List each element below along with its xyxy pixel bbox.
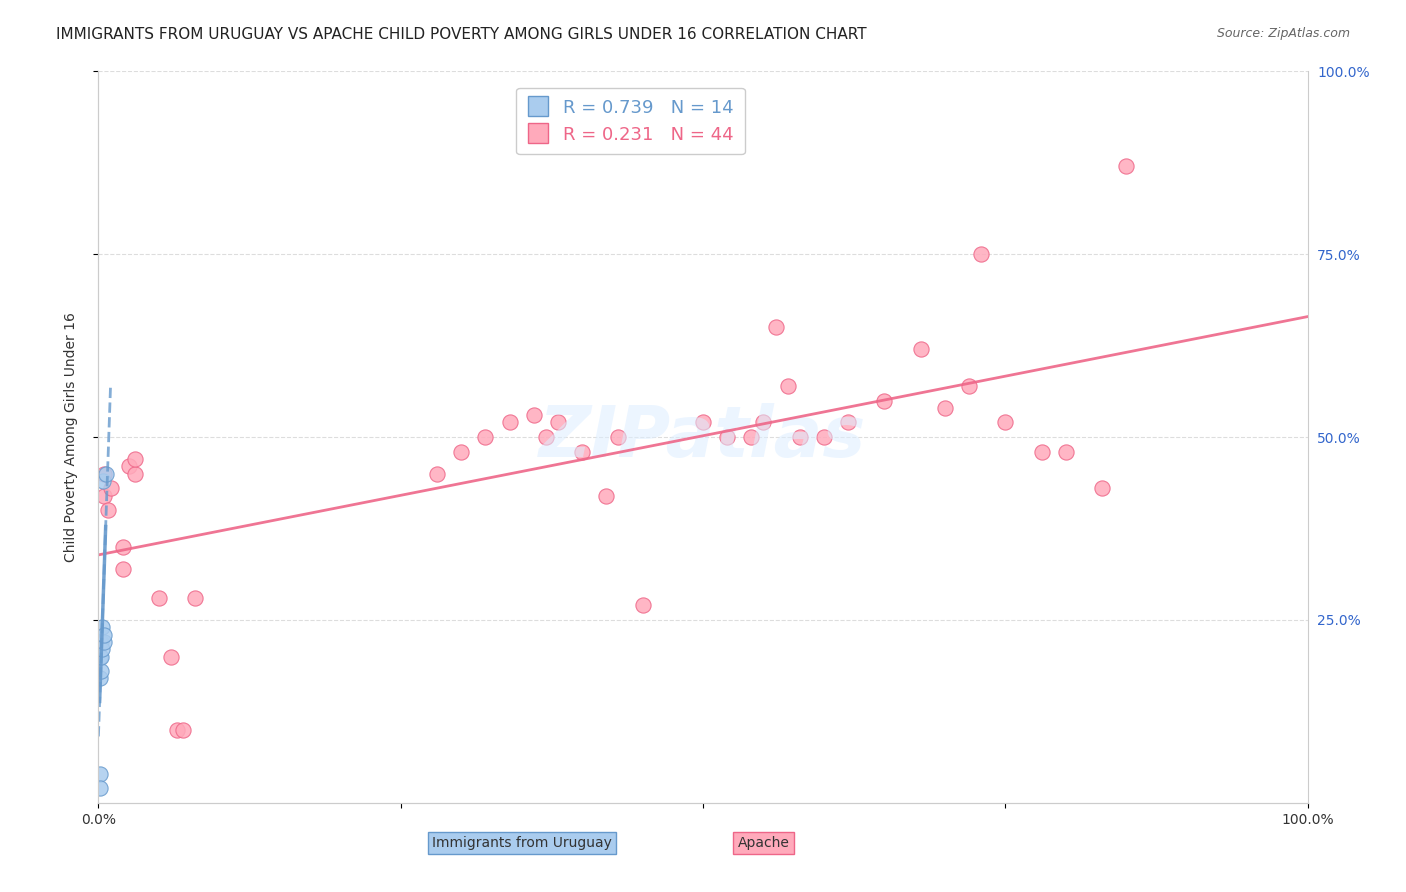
Point (118, 459, 141, 474)
Point (93, 635, 115, 649)
Point (148, 591, 170, 605)
Point (957, 379, 980, 393)
Point (752, 416, 775, 430)
Point (740, 430, 762, 444)
Point (523, 408, 546, 422)
Point (1031, 444, 1053, 458)
Point (426, 467, 449, 481)
Point (184, 591, 207, 605)
Point (89, 672, 111, 686)
Point (89, 766, 111, 780)
Point (1115, 160, 1137, 174)
Point (994, 416, 1017, 430)
Point (692, 416, 714, 430)
Point (1054, 444, 1077, 458)
Point (716, 430, 738, 444)
Point (111, 540, 134, 554)
Point (100, 481, 122, 495)
Point (111, 562, 134, 576)
Text: Apache: Apache (738, 836, 789, 850)
Text: ZIPatlas: ZIPatlas (540, 402, 866, 472)
Point (91, 474, 114, 488)
Point (450, 444, 472, 458)
Point (97, 503, 120, 517)
Text: Source: ZipAtlas.com: Source: ZipAtlas.com (1216, 27, 1350, 40)
Point (91, 642, 114, 657)
Point (93, 627, 115, 641)
Point (160, 649, 183, 664)
Point (166, 723, 188, 737)
Point (474, 430, 496, 444)
Point (571, 444, 593, 458)
Point (89, 635, 111, 649)
Point (93, 489, 115, 503)
Point (837, 416, 859, 430)
Legend: R = 0.739   N = 14, R = 0.231   N = 44: R = 0.739 N = 14, R = 0.231 N = 44 (516, 87, 745, 154)
Point (1091, 481, 1114, 495)
Text: Immigrants from Uruguay: Immigrants from Uruguay (432, 836, 612, 850)
Point (631, 599, 654, 613)
Point (776, 379, 799, 393)
Point (813, 430, 835, 444)
Point (90, 649, 112, 664)
Point (534, 430, 557, 444)
Point (873, 393, 896, 408)
Point (89, 781, 111, 796)
Point (124, 452, 146, 467)
Point (970, 247, 993, 261)
Point (765, 320, 787, 334)
Point (124, 467, 146, 481)
Point (910, 343, 932, 357)
Point (547, 416, 569, 430)
Point (498, 416, 520, 430)
Point (90, 635, 112, 649)
Point (91, 620, 114, 634)
Point (607, 430, 630, 444)
Point (934, 401, 956, 415)
Point (89, 649, 111, 664)
Point (789, 430, 811, 444)
Point (172, 723, 194, 737)
Point (93, 467, 115, 481)
Text: IMMIGRANTS FROM URUGUAY VS APACHE CHILD POVERTY AMONG GIRLS UNDER 16 CORRELATION: IMMIGRANTS FROM URUGUAY VS APACHE CHILD … (56, 27, 868, 42)
Point (90, 664, 112, 678)
Point (94, 467, 117, 481)
Y-axis label: Child Poverty Among Girls Under 16: Child Poverty Among Girls Under 16 (63, 312, 77, 562)
Point (595, 489, 617, 503)
